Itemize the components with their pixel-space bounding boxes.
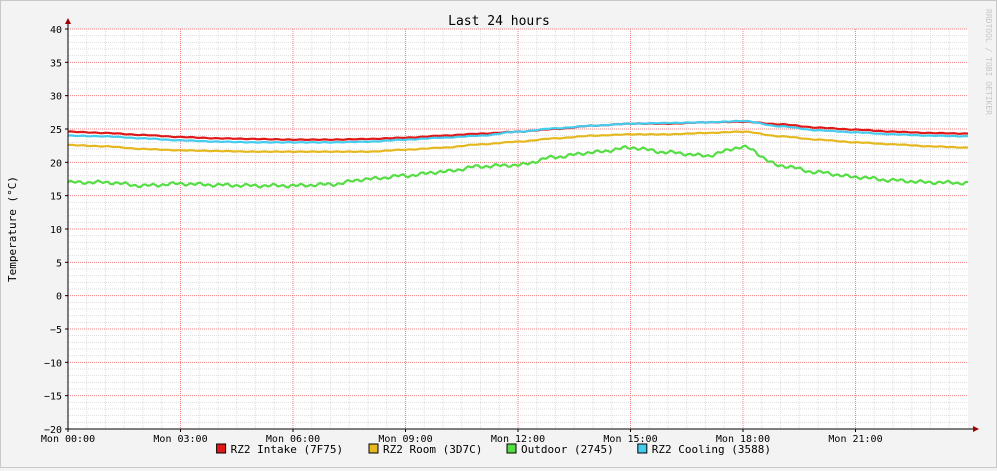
rrdtool-watermark: RRDTOOL / TOBI OETIKER [984,9,993,115]
y-tick-label: 35 [50,58,62,69]
legend-swatch [637,443,648,454]
y-tick-label: 25 [50,125,62,136]
axes [65,18,979,432]
legend-item: RZ2 Room (3D7C) [368,443,482,456]
x-tick-label: Mon 00:00 [41,434,95,445]
y-tick-label: −5 [50,325,62,336]
series-line [67,130,969,153]
x-tick-label: Mon 09:00 [378,434,432,445]
legend-label: RZ2 Intake (7F75) [231,443,344,456]
y-tick-label: 20 [50,158,62,169]
legend-item: Outdoor (2745) [506,443,614,456]
series-layer [67,119,969,189]
legend-item: RZ2 Intake (7F75) [216,443,344,456]
y-tick-label: 0 [56,292,62,303]
y-tick-label: 30 [50,92,62,103]
x-tick-label: Mon 21:00 [828,434,882,445]
x-axis-arrow [973,426,979,432]
y-tick-label: −10 [44,358,62,369]
legend-swatch [506,443,517,454]
chart-title: Last 24 hours [448,14,550,29]
y-tick-label: −15 [44,392,62,403]
x-tick-label: Mon 18:00 [716,434,770,445]
legend: RZ2 Intake (7F75) RZ2 Room (3D7C) Outdoor … [216,443,771,456]
x-tick-label: Mon 15:00 [603,434,657,445]
x-tick-label: Mon 03:00 [153,434,207,445]
y-tick-label: 40 [50,25,62,36]
x-tick-label: Mon 12:00 [491,434,545,445]
series-line [67,144,969,189]
y-tick-label: 10 [50,225,62,236]
y-axis-arrow [65,18,71,24]
legend-swatch [216,443,227,454]
legend-label: Outdoor (2745) [521,443,614,456]
legend-label: RZ2 Room (3D7C) [383,443,482,456]
y-tick-label: −20 [44,425,62,436]
series-line [67,119,969,144]
legend-label: RZ2 Cooling (3588) [652,443,771,456]
x-tick-label: Mon 06:00 [266,434,320,445]
y-tick-label: 5 [56,258,62,269]
y-tick-label: 15 [50,192,62,203]
grid-lines [68,28,968,429]
legend-swatch [368,443,379,454]
legend-item: RZ2 Cooling (3588) [637,443,771,456]
y-axis-label: Temperature (°C) [6,176,19,282]
